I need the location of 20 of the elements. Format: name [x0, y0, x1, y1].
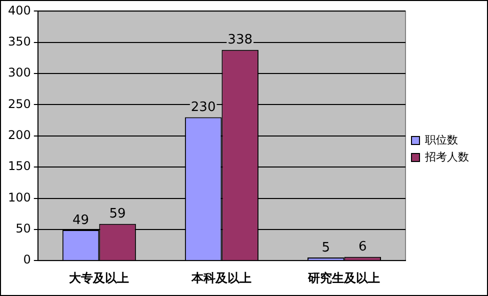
y-tick-label: 100 — [8, 190, 31, 204]
x-tick-label: 大专及以上 — [69, 270, 130, 285]
y-tick-label: 200 — [8, 128, 31, 142]
y-tick-label: 0 — [23, 252, 31, 267]
y-tick-label: 300 — [8, 66, 31, 80]
data-label: 49 — [72, 212, 90, 228]
data-label: 59 — [109, 206, 126, 222]
y-tick-label: 350 — [8, 34, 31, 48]
y-tick-label: 250 — [8, 96, 31, 111]
y-tick-label: 400 — [8, 3, 31, 18]
legend-label: 职位数 — [425, 133, 458, 146]
legend-label: 招考人数 — [424, 150, 469, 164]
data-label: 338 — [228, 32, 252, 48]
data-label: 6 — [358, 240, 367, 255]
data-label: 230 — [190, 100, 216, 116]
y-tick-label: 150 — [8, 159, 31, 174]
data-label: 5 — [322, 240, 330, 256]
x-tick-label: 本科及以上 — [190, 270, 252, 285]
x-tick-label: 研究生及以上 — [307, 270, 380, 285]
y-tick-label: 50 — [16, 222, 31, 236]
